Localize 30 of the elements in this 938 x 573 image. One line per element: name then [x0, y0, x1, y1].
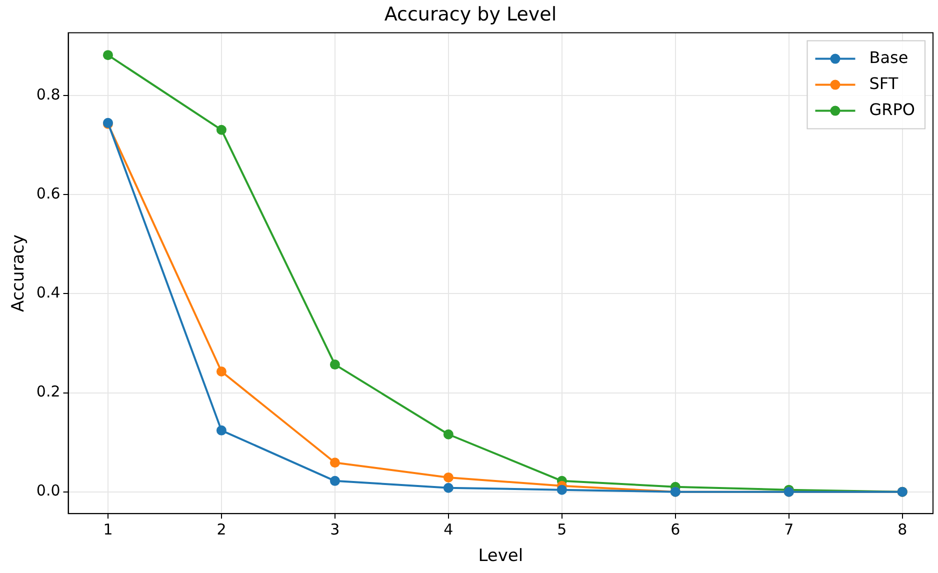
point	[330, 476, 340, 486]
point	[330, 360, 340, 370]
x-tick-label: 3	[330, 520, 340, 538]
legend-label: SFT	[869, 74, 898, 93]
y-tick-label: 0.4	[36, 284, 60, 302]
legend-label: GRPO	[869, 100, 916, 119]
chart-title: Accuracy by Level	[384, 3, 557, 26]
point	[330, 458, 340, 468]
point	[216, 366, 226, 376]
y-tick-label: 0.0	[36, 482, 60, 500]
y-tick-label: 0.6	[36, 184, 60, 203]
legend-label: Base	[869, 48, 908, 67]
x-axis-title: Level	[478, 546, 524, 566]
point	[216, 124, 226, 135]
x-tick-label: 8	[898, 520, 908, 538]
point	[216, 425, 226, 436]
point	[443, 472, 454, 482]
x-tick-label: 1	[103, 520, 113, 538]
point	[556, 484, 567, 495]
x-tick-label: 6	[670, 520, 680, 538]
x-tick-label: 2	[216, 520, 226, 538]
point	[443, 429, 454, 440]
x-tick-label: 4	[444, 520, 454, 538]
y-tick-label: 0.8	[36, 86, 60, 104]
y-axis-title: Accuracy	[8, 234, 29, 312]
point	[102, 50, 113, 60]
x-tick-label: 5	[557, 520, 567, 538]
point	[443, 482, 454, 493]
y-tick-label: 0.2	[36, 382, 60, 401]
x-tick-label: 7	[784, 520, 794, 538]
